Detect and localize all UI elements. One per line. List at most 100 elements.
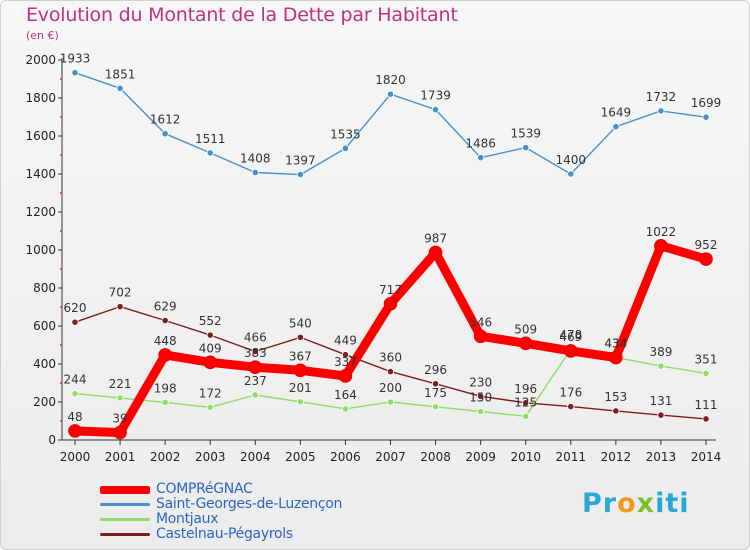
legend-swatch-saint-georges	[100, 503, 150, 506]
legend-swatch-montjaux	[100, 518, 150, 521]
x-tick-label: 2014	[691, 450, 722, 464]
data-point-compregnac	[654, 239, 668, 253]
y-tick-label: 200	[33, 395, 56, 409]
data-label-compregnac: 409	[199, 341, 222, 355]
x-tick-label: 2001	[105, 450, 136, 464]
data-point-saint-georges	[567, 170, 575, 178]
data-point-saint-georges	[657, 107, 665, 115]
data-point-castelnau	[71, 318, 79, 326]
data-label-castelnau: 230	[469, 375, 492, 389]
data-point-saint-georges	[612, 123, 620, 131]
data-label-saint-georges: 1539	[510, 127, 541, 141]
data-label-saint-georges: 1511	[195, 132, 226, 146]
data-label-montjaux: 172	[199, 386, 222, 400]
data-point-montjaux	[702, 369, 710, 377]
data-label-montjaux: 237	[244, 374, 267, 388]
data-point-compregnac	[68, 424, 82, 438]
data-label-castelnau: 131	[649, 394, 672, 408]
data-point-castelnau	[206, 331, 214, 339]
data-label-compregnac: 1022	[646, 225, 677, 239]
data-label-castelnau: 196	[514, 382, 537, 396]
data-point-montjaux	[251, 391, 259, 399]
legend-swatch-castelnau	[100, 533, 150, 536]
data-label-saint-georges: 1699	[691, 96, 722, 110]
data-label-montjaux: 198	[154, 381, 177, 395]
data-point-castelnau	[296, 333, 304, 341]
data-label-compregnac: 546	[469, 315, 492, 329]
data-label-compregnac: 987	[424, 231, 447, 245]
data-label-montjaux: 244	[64, 373, 87, 387]
data-label-castelnau: 296	[424, 363, 447, 377]
data-label-montjaux: 175	[424, 386, 447, 400]
data-point-saint-georges	[341, 144, 350, 152]
data-label-castelnau: 629	[154, 299, 177, 313]
data-point-castelnau	[251, 347, 259, 356]
proxiti-logo: Proxiti	[582, 488, 690, 519]
y-tick-label: 1200	[25, 205, 56, 219]
data-point-saint-georges	[161, 130, 169, 138]
legend-label-castelnau: Castelnau-Pégayrols	[156, 526, 293, 542]
data-point-castelnau	[116, 303, 124, 311]
data-point-montjaux	[296, 398, 304, 406]
data-point-compregnac	[338, 369, 353, 383]
data-point-montjaux	[161, 398, 169, 406]
data-point-compregnac	[248, 360, 263, 375]
data-label-montjaux: 125	[514, 395, 537, 409]
data-point-montjaux	[386, 398, 395, 406]
data-label-saint-georges: 1400	[556, 153, 587, 167]
data-label-saint-georges: 1933	[60, 52, 91, 66]
data-label-castelnau: 552	[199, 314, 222, 328]
data-point-montjaux	[522, 412, 530, 420]
data-point-compregnac	[203, 355, 218, 370]
data-label-saint-georges: 1397	[285, 154, 316, 168]
legend-swatch-compregnac	[100, 486, 150, 494]
x-tick-label: 2004	[240, 450, 271, 464]
y-tick-label: 2000	[25, 53, 56, 67]
legend-label-compregnac: COMPRéGNAC	[156, 481, 253, 497]
data-label-saint-georges: 1408	[240, 151, 271, 165]
x-tick-label: 2002	[150, 450, 181, 464]
data-point-castelnau	[702, 415, 710, 423]
x-tick-label: 2008	[420, 450, 451, 464]
chart-subtitle: (en €)	[26, 29, 59, 42]
data-label-compregnac: 434	[604, 337, 627, 351]
data-label-castelnau: 176	[559, 386, 582, 400]
data-label-montjaux: 389	[649, 345, 672, 359]
data-point-saint-georges	[477, 154, 485, 162]
data-point-compregnac	[609, 350, 623, 365]
data-label-compregnac: 39	[112, 412, 127, 426]
data-point-compregnac	[383, 296, 398, 311]
data-label-montjaux: 351	[695, 352, 718, 366]
data-point-saint-georges	[296, 170, 304, 179]
data-label-montjaux: 478	[559, 328, 582, 342]
data-point-compregnac	[473, 329, 488, 344]
data-point-saint-georges	[386, 90, 395, 98]
data-label-saint-georges: 1612	[150, 113, 181, 127]
data-point-compregnac	[428, 245, 443, 260]
x-tick-label: 2012	[601, 450, 632, 464]
data-label-compregnac: 952	[695, 238, 718, 252]
data-point-saint-georges	[522, 143, 530, 152]
data-point-compregnac	[699, 252, 713, 266]
data-label-castelnau: 540	[289, 316, 312, 330]
data-point-montjaux	[657, 362, 665, 370]
data-point-compregnac	[293, 363, 308, 378]
data-label-compregnac: 367	[289, 349, 312, 363]
data-point-montjaux	[206, 403, 214, 411]
y-tick-label: 600	[33, 319, 56, 333]
data-label-castelnau: 153	[604, 390, 627, 404]
data-point-saint-georges	[116, 84, 124, 92]
data-point-saint-georges	[71, 69, 79, 77]
data-point-saint-georges	[702, 113, 710, 121]
data-point-compregnac	[158, 348, 172, 362]
data-point-montjaux	[477, 407, 485, 416]
y-tick-label: 400	[33, 357, 56, 371]
data-label-castelnau: 360	[379, 351, 402, 365]
data-point-castelnau	[161, 316, 169, 325]
data-label-saint-georges: 1732	[646, 90, 677, 104]
data-point-castelnau	[657, 411, 665, 419]
legend-label-saint-georges: Saint-Georges-de-Luzençon	[156, 496, 343, 512]
x-tick-label: 2011	[556, 450, 587, 464]
